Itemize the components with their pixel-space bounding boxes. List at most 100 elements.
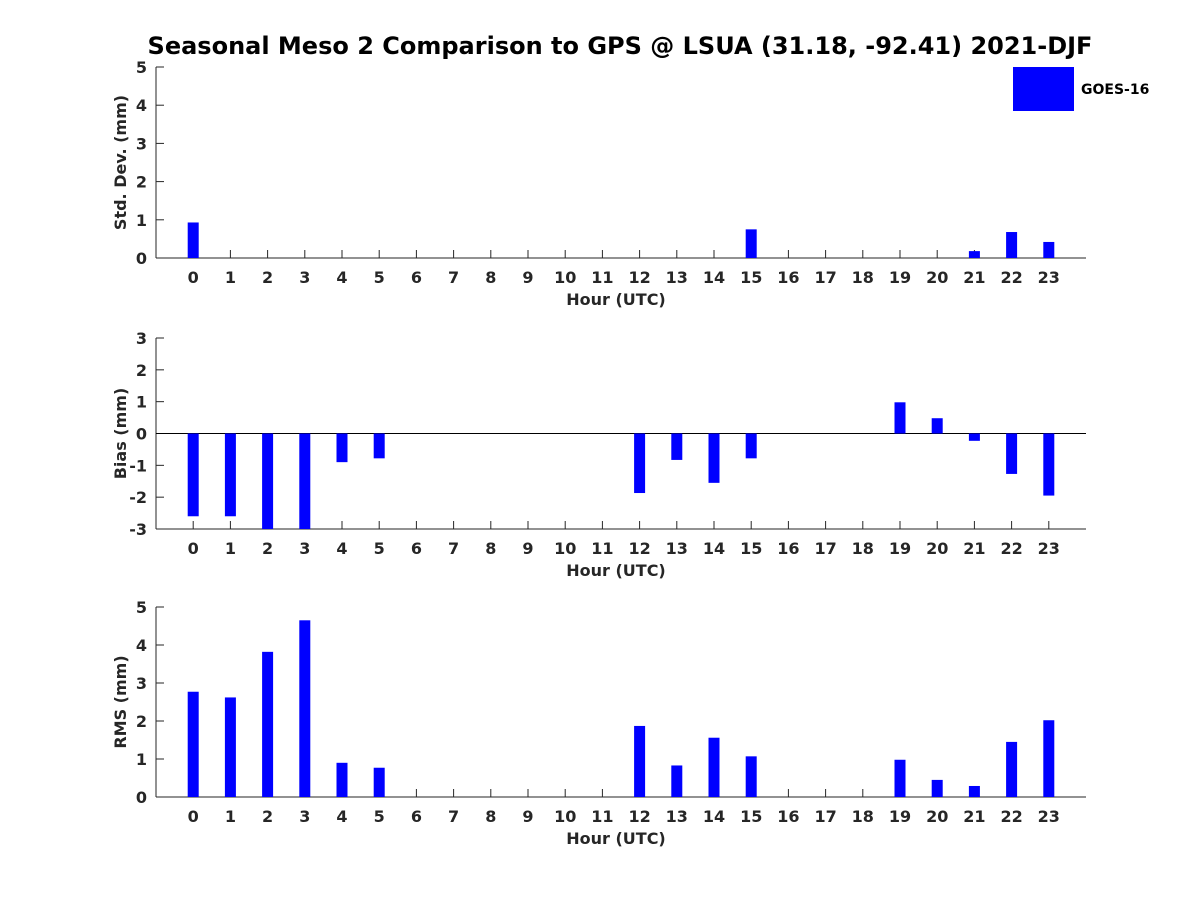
x-tick-label: 2	[262, 539, 273, 558]
x-tick-label: 16	[777, 807, 799, 826]
x-tick-label: 5	[374, 539, 385, 558]
x-tick-label: 21	[963, 268, 985, 287]
x-tick-label: 20	[926, 539, 948, 558]
x-tick-label: 1	[225, 539, 236, 558]
y-tick-label: -3	[129, 520, 147, 539]
bar-hour-15	[745, 756, 757, 797]
bar-hour-22	[1006, 433, 1018, 474]
x-tick-label: 12	[628, 539, 650, 558]
x-tick-label: 17	[814, 539, 836, 558]
x-axis-label: Hour (UTC)	[566, 829, 666, 848]
x-tick-label: 5	[374, 268, 385, 287]
x-tick-label: 6	[411, 807, 422, 826]
bar-hour-14	[708, 433, 720, 483]
y-tick-label: 2	[136, 173, 147, 192]
bar-hour-22	[1006, 741, 1018, 797]
y-tick-label: 3	[136, 134, 147, 153]
x-tick-label: 12	[628, 807, 650, 826]
x-tick-label: 2	[262, 268, 273, 287]
bar-hour-13	[671, 433, 683, 460]
y-tick-label: 0	[136, 788, 147, 807]
bar-hour-21	[968, 251, 980, 258]
x-tick-label: 10	[554, 539, 576, 558]
x-tick-label: 7	[448, 807, 459, 826]
x-tick-label: 19	[889, 539, 911, 558]
y-axis-label: RMS (mm)	[111, 655, 130, 748]
legend: GOES-16	[1013, 67, 1149, 111]
x-tick-label: 14	[703, 539, 725, 558]
bar-hour-20	[931, 779, 943, 797]
y-tick-label: 1	[136, 750, 147, 769]
x-tick-label: 8	[485, 539, 496, 558]
y-tick-label: 5	[136, 58, 147, 77]
x-tick-label: 15	[740, 539, 762, 558]
x-tick-label: 9	[522, 807, 533, 826]
x-tick-label: 19	[889, 807, 911, 826]
bar-hour-12	[634, 433, 646, 494]
y-tick-label: 1	[136, 211, 147, 230]
x-tick-label: 16	[777, 268, 799, 287]
y-tick-label: 3	[136, 329, 147, 348]
x-tick-label: 17	[814, 807, 836, 826]
x-tick-label: 15	[740, 268, 762, 287]
x-tick-label: 4	[336, 539, 347, 558]
x-tick-label: 4	[336, 807, 347, 826]
y-tick-label: -1	[129, 456, 147, 475]
bar-hour-23	[1043, 433, 1055, 496]
x-tick-label: 3	[299, 539, 310, 558]
bar-hour-5	[373, 767, 385, 797]
x-tick-label: 8	[485, 268, 496, 287]
y-tick-label: 2	[136, 712, 147, 731]
x-tick-label: 8	[485, 807, 496, 826]
x-tick-label: 13	[666, 539, 688, 558]
x-tick-label: 3	[299, 807, 310, 826]
bar-hour-15	[745, 229, 757, 258]
x-tick-label: 10	[554, 807, 576, 826]
x-tick-label: 20	[926, 807, 948, 826]
x-tick-label: 18	[852, 268, 874, 287]
x-tick-label: 14	[703, 807, 725, 826]
y-tick-label: -2	[129, 488, 147, 507]
x-tick-label: 22	[1000, 268, 1022, 287]
x-tick-label: 23	[1038, 268, 1060, 287]
x-tick-label: 1	[225, 807, 236, 826]
bar-hour-4	[336, 433, 348, 463]
chart-title: Seasonal Meso 2 Comparison to GPS @ LSUA…	[148, 32, 1093, 60]
bar-hour-3	[299, 433, 311, 529]
x-tick-label: 23	[1038, 807, 1060, 826]
bar-hour-2	[262, 433, 274, 529]
x-tick-label: 11	[591, 268, 613, 287]
bar-hour-2	[262, 651, 274, 797]
x-tick-label: 13	[666, 268, 688, 287]
y-tick-label: 0	[136, 425, 147, 444]
bar-hour-4	[336, 762, 348, 797]
y-tick-label: 2	[136, 361, 147, 380]
x-tick-label: 21	[963, 539, 985, 558]
bar-hour-21	[968, 785, 980, 797]
y-tick-label: 1	[136, 393, 147, 412]
bar-hour-22	[1006, 232, 1018, 258]
bar-hour-21	[968, 433, 980, 441]
y-axis-label: Bias (mm)	[111, 388, 130, 480]
x-tick-label: 0	[188, 268, 199, 287]
x-tick-label: 4	[336, 268, 347, 287]
x-tick-label: 0	[188, 539, 199, 558]
bar-hour-5	[373, 433, 385, 459]
y-tick-label: 4	[136, 96, 147, 115]
x-tick-label: 18	[852, 807, 874, 826]
x-tick-label: 13	[666, 807, 688, 826]
y-tick-label: 5	[136, 598, 147, 617]
bar-hour-19	[894, 759, 906, 797]
bar-hour-19	[894, 402, 906, 434]
bar-hour-13	[671, 765, 683, 797]
x-tick-label: 15	[740, 807, 762, 826]
bar-hour-14	[708, 737, 720, 797]
x-tick-label: 0	[188, 807, 199, 826]
bar-hour-23	[1043, 720, 1055, 797]
bar-hour-0	[187, 691, 199, 797]
x-tick-label: 5	[374, 807, 385, 826]
